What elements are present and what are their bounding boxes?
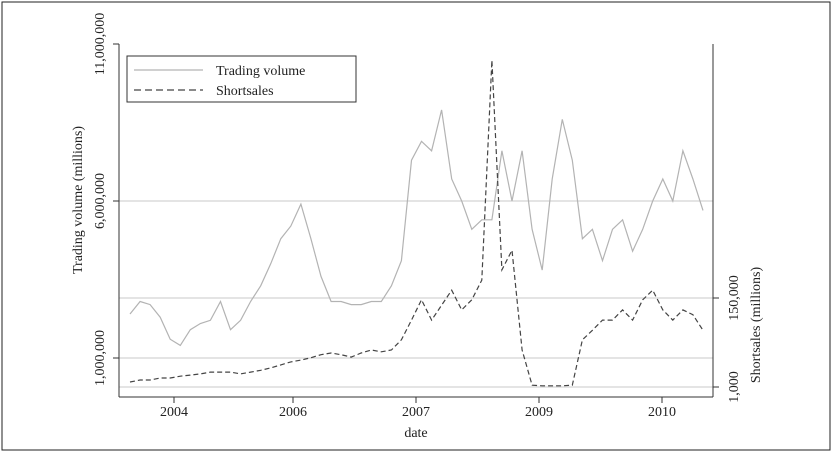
- left-axis-label: Trading volume (millions): [71, 126, 86, 274]
- left-tick-label: 1,000,000: [93, 330, 108, 386]
- x-tick-label: 2006: [279, 405, 307, 420]
- right-axis-label: Shortsales (millions): [749, 267, 764, 384]
- x-tick-label: 2009: [525, 405, 553, 420]
- series-lines: [129, 60, 704, 387]
- x-tick-label: 2010: [648, 405, 676, 420]
- x-tick-label: 2004: [160, 405, 188, 420]
- axis-ticks: 1,000,000 6,000,000 11,000,000 1,000 150,000…: [93, 13, 742, 420]
- legend-label-shortsales: Shortsales: [216, 84, 274, 99]
- right-tick-label: 150,000: [727, 275, 742, 321]
- left-tick-label: 11,000,000: [93, 13, 108, 75]
- left-tick-label: 6,000,000: [93, 173, 108, 229]
- gridlines: [119, 200, 713, 388]
- right-tick-label: 1,000: [727, 371, 742, 403]
- x-tick-label: 2007: [402, 405, 430, 420]
- legend-label-trading-volume: Trading volume: [216, 64, 305, 79]
- series-line-shortsales: [129, 60, 704, 387]
- figure-frame: [1, 1, 831, 451]
- series-line-trading-volume: [129, 109, 704, 347]
- legend-box: [126, 55, 357, 103]
- legend: Trading volume Shortsales: [126, 55, 357, 103]
- x-axis-label: date: [404, 426, 427, 441]
